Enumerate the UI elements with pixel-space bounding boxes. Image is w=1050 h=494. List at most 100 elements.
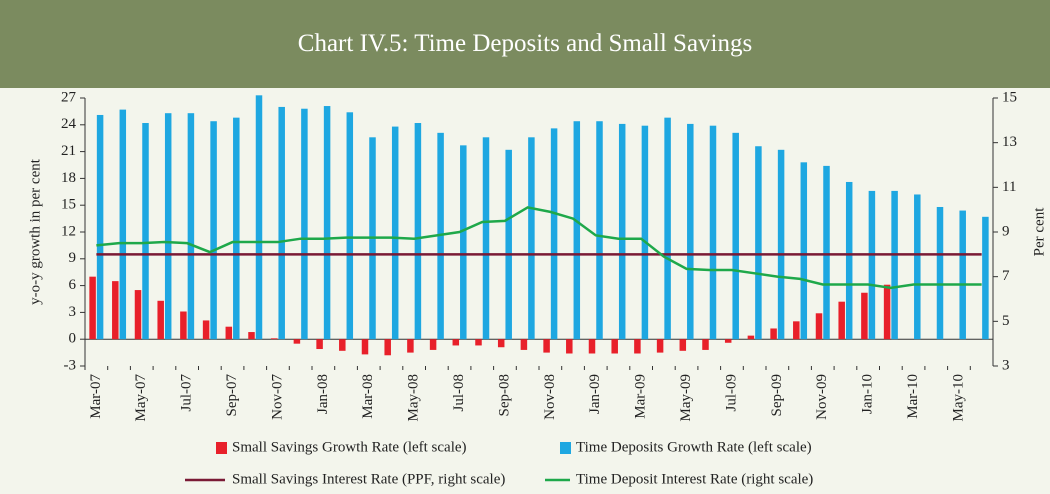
legend-label: Small Savings Growth Rate (left scale): [232, 439, 467, 455]
bar: [800, 162, 808, 340]
bar: [732, 132, 739, 340]
x-tick-label: Nov-07: [269, 374, 285, 420]
bar: [452, 339, 460, 346]
bar: [566, 339, 573, 354]
bar: [573, 121, 581, 340]
bar: [845, 181, 853, 340]
bar: [270, 338, 278, 340]
bar: [550, 128, 558, 340]
bar: [157, 300, 164, 340]
bar: [391, 126, 399, 340]
bar: [112, 281, 119, 340]
bar: [316, 339, 323, 350]
bar: [233, 117, 240, 340]
bar: [361, 339, 369, 355]
bar: [868, 190, 876, 340]
line: [96, 206, 982, 290]
y-tick-label: 27: [61, 89, 77, 105]
bar: [323, 106, 331, 340]
bar: [588, 339, 596, 354]
y-tick-label: 12: [61, 223, 76, 239]
bar: [278, 106, 285, 340]
bar: [119, 109, 127, 340]
y2-axis-label: Per cent: [1031, 207, 1047, 257]
chart-title: Chart IV.5: Time Deposits and Small Savi…: [0, 0, 1050, 88]
bar: [664, 117, 671, 340]
x-tick-label: Sep-07: [224, 374, 240, 417]
bar: [634, 339, 641, 354]
y-tick-label: 3: [69, 304, 77, 320]
bar: [301, 108, 308, 340]
y-tick-label: -3: [64, 357, 77, 373]
y-tick-label: 21: [61, 143, 76, 159]
bar: [339, 339, 346, 351]
bar: [838, 301, 845, 340]
legend-swatch: [216, 442, 227, 454]
bar: [180, 311, 187, 340]
bar: [770, 328, 777, 340]
x-tick-label: Sep-08: [496, 374, 512, 417]
y2-tick-label: 11: [1002, 179, 1016, 195]
bar: [225, 326, 233, 340]
bar: [414, 123, 422, 340]
y2-tick-label: 5: [1002, 313, 1010, 329]
bar: [520, 339, 528, 350]
bar: [248, 332, 255, 340]
bar: [528, 137, 535, 340]
x-tick-label: May-10: [950, 374, 966, 422]
bar: [618, 123, 626, 340]
bar: [482, 137, 490, 340]
y-tick-label: 15: [61, 197, 76, 213]
bar: [202, 320, 210, 340]
x-tick-label: Nov-09: [814, 374, 830, 420]
x-tick-label: Mar-08: [360, 374, 376, 419]
bar: [755, 146, 762, 340]
bar: [936, 206, 944, 340]
y-tick-label: 9: [69, 250, 77, 266]
y-axis-label: y-o-y growth in per cent: [27, 158, 43, 305]
bar: [641, 125, 649, 340]
bar: [702, 339, 709, 350]
bar: [164, 113, 172, 340]
bar: [793, 321, 800, 340]
bar: [407, 339, 414, 353]
bar: [543, 339, 550, 353]
y2-tick-label: 15: [1002, 89, 1017, 105]
bar: [709, 125, 717, 340]
bar: [815, 313, 823, 340]
y2-tick-label: 3: [1002, 357, 1010, 373]
bar: [255, 95, 263, 340]
x-tick-label: May-08: [406, 374, 422, 422]
legend-label: Time Deposit Interest Rate (right scale): [576, 471, 813, 487]
bar: [823, 165, 830, 340]
bar: [429, 339, 437, 350]
bar: [96, 114, 104, 340]
bar: [883, 284, 891, 340]
y-tick-label: 6: [69, 277, 77, 293]
x-tick-label: Jul-07: [179, 374, 195, 412]
bar: [460, 145, 467, 340]
x-tick-label: Jan-09: [587, 374, 603, 414]
x-tick-label: Jul-09: [723, 374, 739, 412]
x-tick-label: Mar-09: [633, 374, 649, 419]
legend-label: Time Deposits Growth Rate (left scale): [576, 439, 812, 455]
bar: [89, 276, 96, 340]
bar: [293, 339, 301, 344]
x-tick-label: May-09: [678, 374, 694, 422]
bar: [475, 339, 482, 346]
bar: [959, 210, 966, 340]
legend-label: Small Savings Interest Rate (PPF, right …: [232, 471, 505, 487]
x-tick-label: Jan-08: [315, 374, 331, 414]
y2-tick-label: 9: [1002, 223, 1010, 239]
x-tick-label: Jan-10: [860, 374, 876, 414]
x-tick-label: Mar-10: [905, 374, 921, 419]
y-tick-label: 18: [61, 170, 76, 186]
x-tick-label: Jul-08: [451, 374, 467, 412]
bar: [134, 290, 142, 340]
bar: [142, 123, 149, 340]
bar: [982, 216, 989, 340]
bar: [611, 339, 618, 354]
bar: [914, 194, 921, 340]
bar: [724, 339, 732, 343]
